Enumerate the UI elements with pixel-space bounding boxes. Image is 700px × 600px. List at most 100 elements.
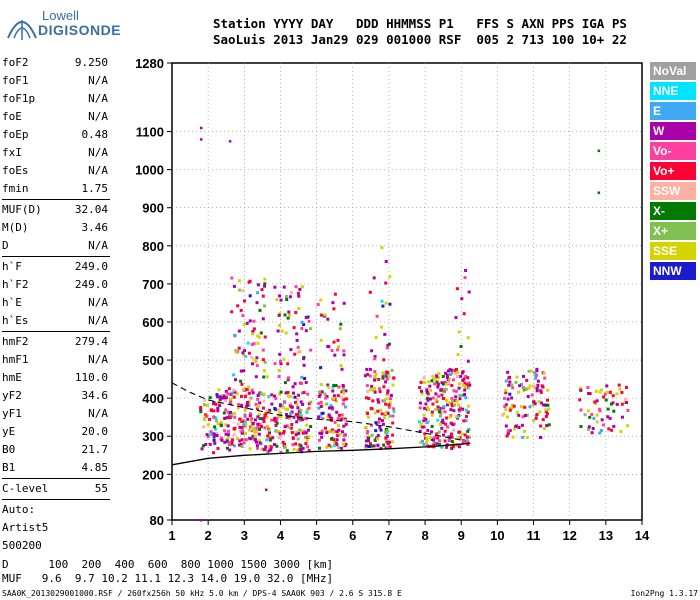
echo-point (373, 411, 377, 415)
echo-point (535, 369, 539, 373)
echo-point (255, 440, 258, 444)
echo-point (335, 438, 339, 442)
echo-point (519, 405, 523, 409)
echo-point (281, 431, 285, 435)
echo-point (286, 378, 290, 382)
echo-point (424, 417, 428, 421)
echo-point (250, 427, 254, 431)
echo-point (300, 375, 304, 379)
echo-point (202, 403, 206, 407)
echo-point (214, 419, 218, 422)
echo-point (328, 415, 332, 419)
param-row: hmF2 279.4 (2, 333, 110, 351)
echo-point (599, 429, 603, 432)
echo-point (365, 367, 369, 371)
echo-point (454, 415, 458, 419)
echo-point (295, 398, 299, 402)
echo-point (387, 403, 391, 407)
echo-point (239, 308, 243, 312)
echo-point (384, 436, 388, 440)
echo-point (253, 358, 257, 362)
echo-point (296, 350, 300, 354)
echo-point (290, 431, 294, 435)
echo-point (252, 319, 256, 323)
echo-point (423, 406, 427, 410)
echo-point (374, 373, 378, 377)
echo-point (509, 406, 513, 410)
echo-point (333, 443, 337, 447)
echo-point (320, 429, 324, 433)
param-value: N/A (88, 74, 108, 87)
echo-point (300, 381, 304, 385)
echo-point (468, 383, 472, 387)
echo-point (430, 424, 434, 428)
echo-point (256, 422, 260, 426)
echo-point (439, 388, 443, 392)
echo-point (426, 406, 430, 410)
echo-point (297, 417, 301, 421)
echo-point (597, 191, 601, 194)
echo-point (514, 425, 517, 429)
echo-point (605, 384, 609, 388)
echo-point (418, 401, 422, 405)
echo-point (384, 301, 388, 305)
echo-point (305, 438, 309, 442)
echo-point (242, 323, 246, 327)
echo-point (422, 413, 426, 417)
echo-point (298, 428, 302, 432)
echo-point (363, 374, 367, 378)
echo-point (212, 451, 215, 455)
echo-point (368, 367, 372, 371)
param-value: N/A (88, 407, 108, 420)
echo-point (385, 393, 389, 397)
echo-point (317, 406, 321, 410)
echo-point (448, 368, 452, 372)
echo-point (288, 295, 292, 299)
echo-point (423, 381, 426, 384)
echo-point (323, 392, 327, 396)
echo-point (429, 397, 432, 401)
echo-point (461, 440, 465, 444)
echo-point (466, 429, 470, 433)
echo-point (436, 418, 440, 422)
echo-point (334, 399, 338, 403)
echo-point (242, 369, 246, 373)
echo-point (446, 403, 449, 407)
echo-point (595, 413, 599, 417)
echo-point (593, 400, 597, 404)
autoscaling-line1: Auto: (2, 503, 36, 516)
param-value: 9.250 (74, 56, 108, 69)
echo-point (367, 397, 371, 400)
echo-point (504, 388, 508, 392)
echo-point (278, 323, 281, 327)
echo-point (331, 385, 335, 389)
echo-point (464, 419, 468, 423)
echo-point (227, 429, 230, 433)
echo-point (341, 430, 344, 434)
x-tick-label: 3 (241, 528, 248, 543)
echo-point (248, 319, 252, 323)
echo-point (383, 416, 387, 420)
echo-point (248, 428, 251, 432)
param-value: 55 (94, 482, 108, 495)
echo-point (267, 449, 271, 453)
echo-point (386, 429, 390, 433)
echo-point (296, 448, 300, 452)
echo-point (610, 428, 614, 432)
echo-point (466, 336, 470, 340)
echo-point (539, 390, 543, 394)
echo-point (458, 430, 462, 434)
param-row: hmF1 N/A (2, 351, 110, 369)
echo-point (428, 384, 432, 388)
echo-point (268, 428, 271, 432)
y-tick-label: 700 (142, 277, 164, 292)
echo-point (229, 397, 233, 401)
echo-point (431, 374, 435, 378)
echo-point (539, 436, 543, 439)
echo-point (370, 384, 374, 388)
echo-point (456, 370, 460, 374)
echo-point (448, 437, 452, 441)
echo-point (232, 284, 236, 288)
echo-point (329, 404, 333, 408)
param-divider (2, 478, 110, 479)
